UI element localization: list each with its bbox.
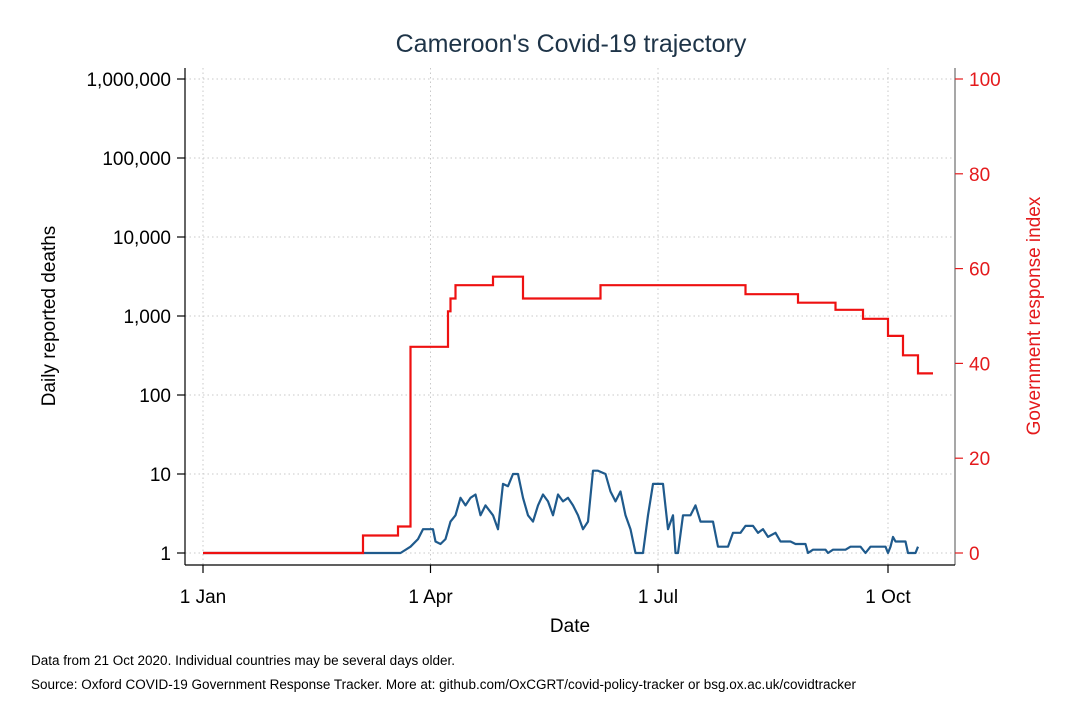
left-tick-label: 1,000 xyxy=(123,307,171,328)
right-tick-label: 20 xyxy=(969,449,990,470)
series-layer xyxy=(203,275,933,555)
left-tick-label: 10,000 xyxy=(113,228,171,249)
x-tick-label: 1 Jul xyxy=(638,587,678,608)
right-tick-label: 100 xyxy=(969,70,1001,91)
left-tick-label: 100 xyxy=(139,386,171,407)
grid xyxy=(185,68,955,565)
data-date-note: Data from 21 Oct 2020. Individual countr… xyxy=(31,653,455,668)
left-tick-label: 1,000,000 xyxy=(86,70,171,91)
right-tick-label: 40 xyxy=(969,354,990,375)
right-axis-label: Government response index xyxy=(1024,196,1045,435)
chart: Cameroon's Covid-19 trajectory 1 10 100 1,0… xyxy=(39,30,1045,637)
left-axis-label: Daily reported deaths xyxy=(39,226,60,407)
x-tick-label: 1 Jan xyxy=(180,587,226,608)
right-tick-label: 0 xyxy=(969,544,980,565)
x-axis: 1 Jan 1 Apr 1 Jul 1 Oct xyxy=(180,565,911,608)
right-tick-label: 80 xyxy=(969,165,990,186)
x-tick-label: 1 Apr xyxy=(408,587,453,608)
x-tick-label: 1 Oct xyxy=(865,587,911,608)
deaths-series-line xyxy=(203,469,920,555)
x-axis-label: Date xyxy=(550,616,590,637)
left-tick-label: 100,000 xyxy=(102,149,171,170)
left-tick-label: 10 xyxy=(150,465,171,486)
right-tick-label: 60 xyxy=(969,260,990,281)
chart-title: Cameroon's Covid-19 trajectory xyxy=(396,30,747,58)
left-tick-label: 1 xyxy=(160,544,171,565)
left-y-axis: 1 10 100 1,000 10,000 100,000 1,000,000 xyxy=(86,70,185,565)
source-note: Source: Oxford COVID-19 Government Respo… xyxy=(31,677,857,692)
right-y-axis: 0 20 40 60 80 100 xyxy=(955,70,1001,565)
response-index-series-line xyxy=(203,275,933,555)
